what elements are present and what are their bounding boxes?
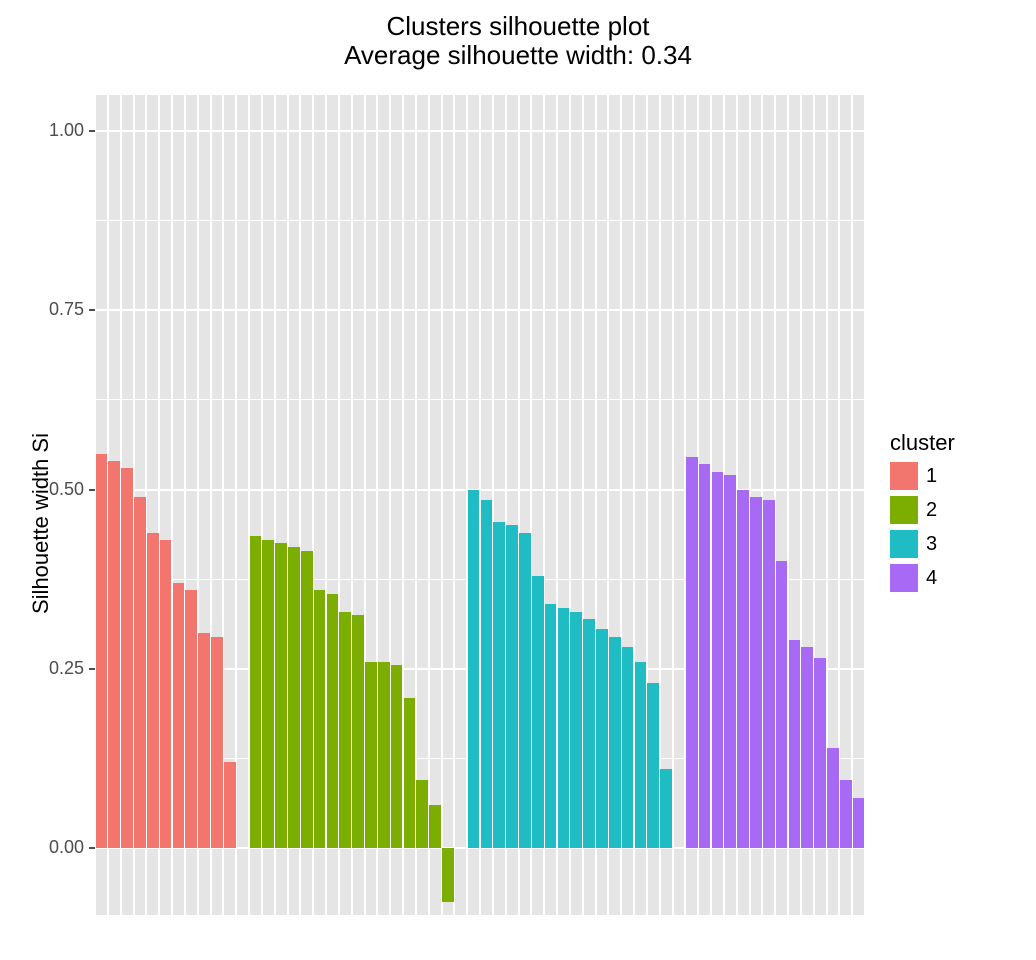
legend-label: 3	[926, 533, 937, 556]
silhouette-bar	[262, 540, 274, 848]
silhouette-bar	[352, 615, 364, 848]
legend-label: 4	[926, 567, 937, 590]
silhouette-bar	[416, 780, 428, 848]
silhouette-bar	[724, 475, 736, 848]
silhouette-bar	[288, 547, 300, 848]
y-tick	[89, 489, 95, 491]
silhouette-bar	[840, 780, 852, 848]
y-tick	[89, 668, 95, 670]
silhouette-bar	[609, 637, 621, 849]
silhouette-bar	[250, 536, 262, 848]
chart-title-line2: Average silhouette width: 0.34	[0, 41, 1036, 70]
silhouette-bar	[121, 468, 133, 848]
silhouette-bar	[108, 461, 120, 848]
legend-item: 3	[890, 530, 955, 558]
silhouette-bar	[660, 769, 672, 848]
silhouette-bar	[134, 497, 146, 849]
silhouette-bar	[712, 472, 724, 849]
grid-line-vertical	[453, 95, 455, 915]
y-tick	[89, 847, 95, 849]
grid-line-vertical	[441, 95, 443, 915]
silhouette-bar	[827, 748, 839, 848]
silhouette-bar	[339, 612, 351, 849]
y-tick	[89, 130, 95, 132]
silhouette-bar	[801, 647, 813, 848]
legend-swatch	[890, 564, 918, 592]
silhouette-bar	[596, 629, 608, 848]
legend-swatch	[890, 530, 918, 558]
silhouette-bar	[583, 619, 595, 849]
plot-panel	[95, 95, 865, 915]
silhouette-bar	[493, 522, 505, 848]
legend-item: 2	[890, 496, 955, 524]
grid-line-vertical	[864, 95, 866, 915]
silhouette-bar	[429, 805, 441, 848]
silhouette-bar	[686, 457, 698, 848]
silhouette-bar	[737, 490, 749, 849]
silhouette-bar	[545, 604, 557, 848]
silhouette-bar	[699, 464, 711, 848]
silhouette-bar	[301, 551, 313, 849]
silhouette-bar	[853, 798, 865, 848]
silhouette-bar	[558, 608, 570, 848]
silhouette-bar	[404, 698, 416, 849]
silhouette-bar	[647, 683, 659, 848]
y-axis-title: Silhouette width Si	[28, 433, 54, 614]
silhouette-bar	[635, 662, 647, 849]
legend-item: 4	[890, 564, 955, 592]
silhouette-bar	[519, 533, 531, 849]
silhouette-bar	[442, 848, 454, 902]
y-tick-label: 0.75	[34, 299, 84, 320]
silhouette-bar	[198, 633, 210, 848]
silhouette-bar	[750, 497, 762, 849]
silhouette-bar	[96, 454, 108, 849]
silhouette-bar	[275, 543, 287, 848]
y-tick	[89, 309, 95, 311]
silhouette-bar	[147, 533, 159, 849]
silhouette-bar	[327, 594, 339, 849]
silhouette-bar	[378, 662, 390, 849]
legend-swatch	[890, 496, 918, 524]
legend-label: 1	[926, 465, 937, 488]
silhouette-bar	[814, 658, 826, 848]
silhouette-bar	[185, 590, 197, 848]
silhouette-bar	[365, 662, 377, 849]
silhouette-bar	[391, 665, 403, 848]
silhouette-bar	[776, 561, 788, 848]
chart-title: Clusters silhouette plot Average silhoue…	[0, 12, 1036, 69]
silhouette-bar	[570, 612, 582, 849]
silhouette-bar	[789, 640, 801, 848]
legend-swatch	[890, 462, 918, 490]
chart-title-line1: Clusters silhouette plot	[0, 12, 1036, 41]
silhouette-bar	[468, 490, 480, 849]
silhouette-bar	[211, 637, 223, 849]
y-tick-label: 0.25	[34, 658, 84, 679]
silhouette-bar	[622, 647, 634, 848]
y-tick-label: 0.00	[34, 837, 84, 858]
figure: Clusters silhouette plot Average silhoue…	[0, 0, 1036, 960]
y-tick-label: 1.00	[34, 120, 84, 141]
silhouette-bar	[532, 576, 544, 849]
y-tick-label: 0.50	[34, 479, 84, 500]
silhouette-bar	[481, 500, 493, 848]
legend: cluster 1 2 3 4	[890, 430, 955, 592]
silhouette-bar	[173, 583, 185, 848]
silhouette-bar	[314, 590, 326, 848]
silhouette-bar	[763, 500, 775, 848]
legend-label: 2	[926, 499, 937, 522]
legend-title: cluster	[890, 430, 955, 456]
silhouette-bar	[160, 540, 172, 848]
legend-item: 1	[890, 462, 955, 490]
silhouette-bar	[224, 762, 236, 848]
silhouette-bar	[506, 525, 518, 848]
